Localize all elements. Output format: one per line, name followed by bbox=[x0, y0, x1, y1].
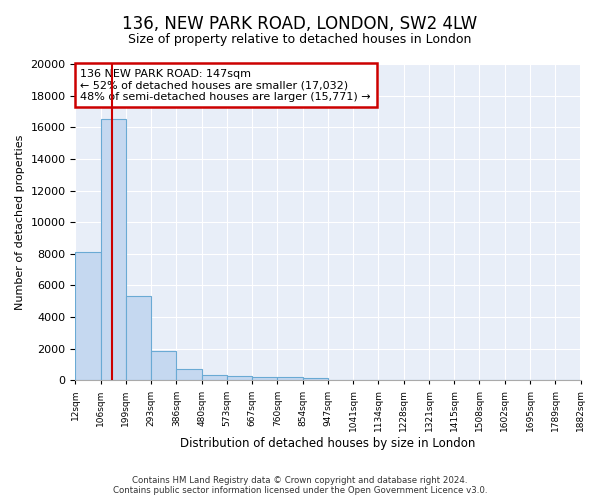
Text: Contains HM Land Registry data © Crown copyright and database right 2024.
Contai: Contains HM Land Registry data © Crown c… bbox=[113, 476, 487, 495]
Bar bbox=[126, 296, 151, 380]
Bar bbox=[277, 377, 302, 380]
Text: Size of property relative to detached houses in London: Size of property relative to detached ho… bbox=[128, 32, 472, 46]
Bar bbox=[202, 375, 227, 380]
Bar bbox=[76, 252, 101, 380]
Text: 136 NEW PARK ROAD: 147sqm
← 52% of detached houses are smaller (17,032)
48% of s: 136 NEW PARK ROAD: 147sqm ← 52% of detac… bbox=[80, 68, 371, 102]
Bar bbox=[252, 377, 277, 380]
Bar bbox=[227, 376, 252, 380]
X-axis label: Distribution of detached houses by size in London: Distribution of detached houses by size … bbox=[180, 437, 476, 450]
Bar bbox=[101, 120, 126, 380]
Bar bbox=[151, 351, 176, 380]
Bar bbox=[176, 369, 202, 380]
Y-axis label: Number of detached properties: Number of detached properties bbox=[15, 134, 25, 310]
Bar bbox=[302, 378, 328, 380]
Text: 136, NEW PARK ROAD, LONDON, SW2 4LW: 136, NEW PARK ROAD, LONDON, SW2 4LW bbox=[122, 15, 478, 33]
